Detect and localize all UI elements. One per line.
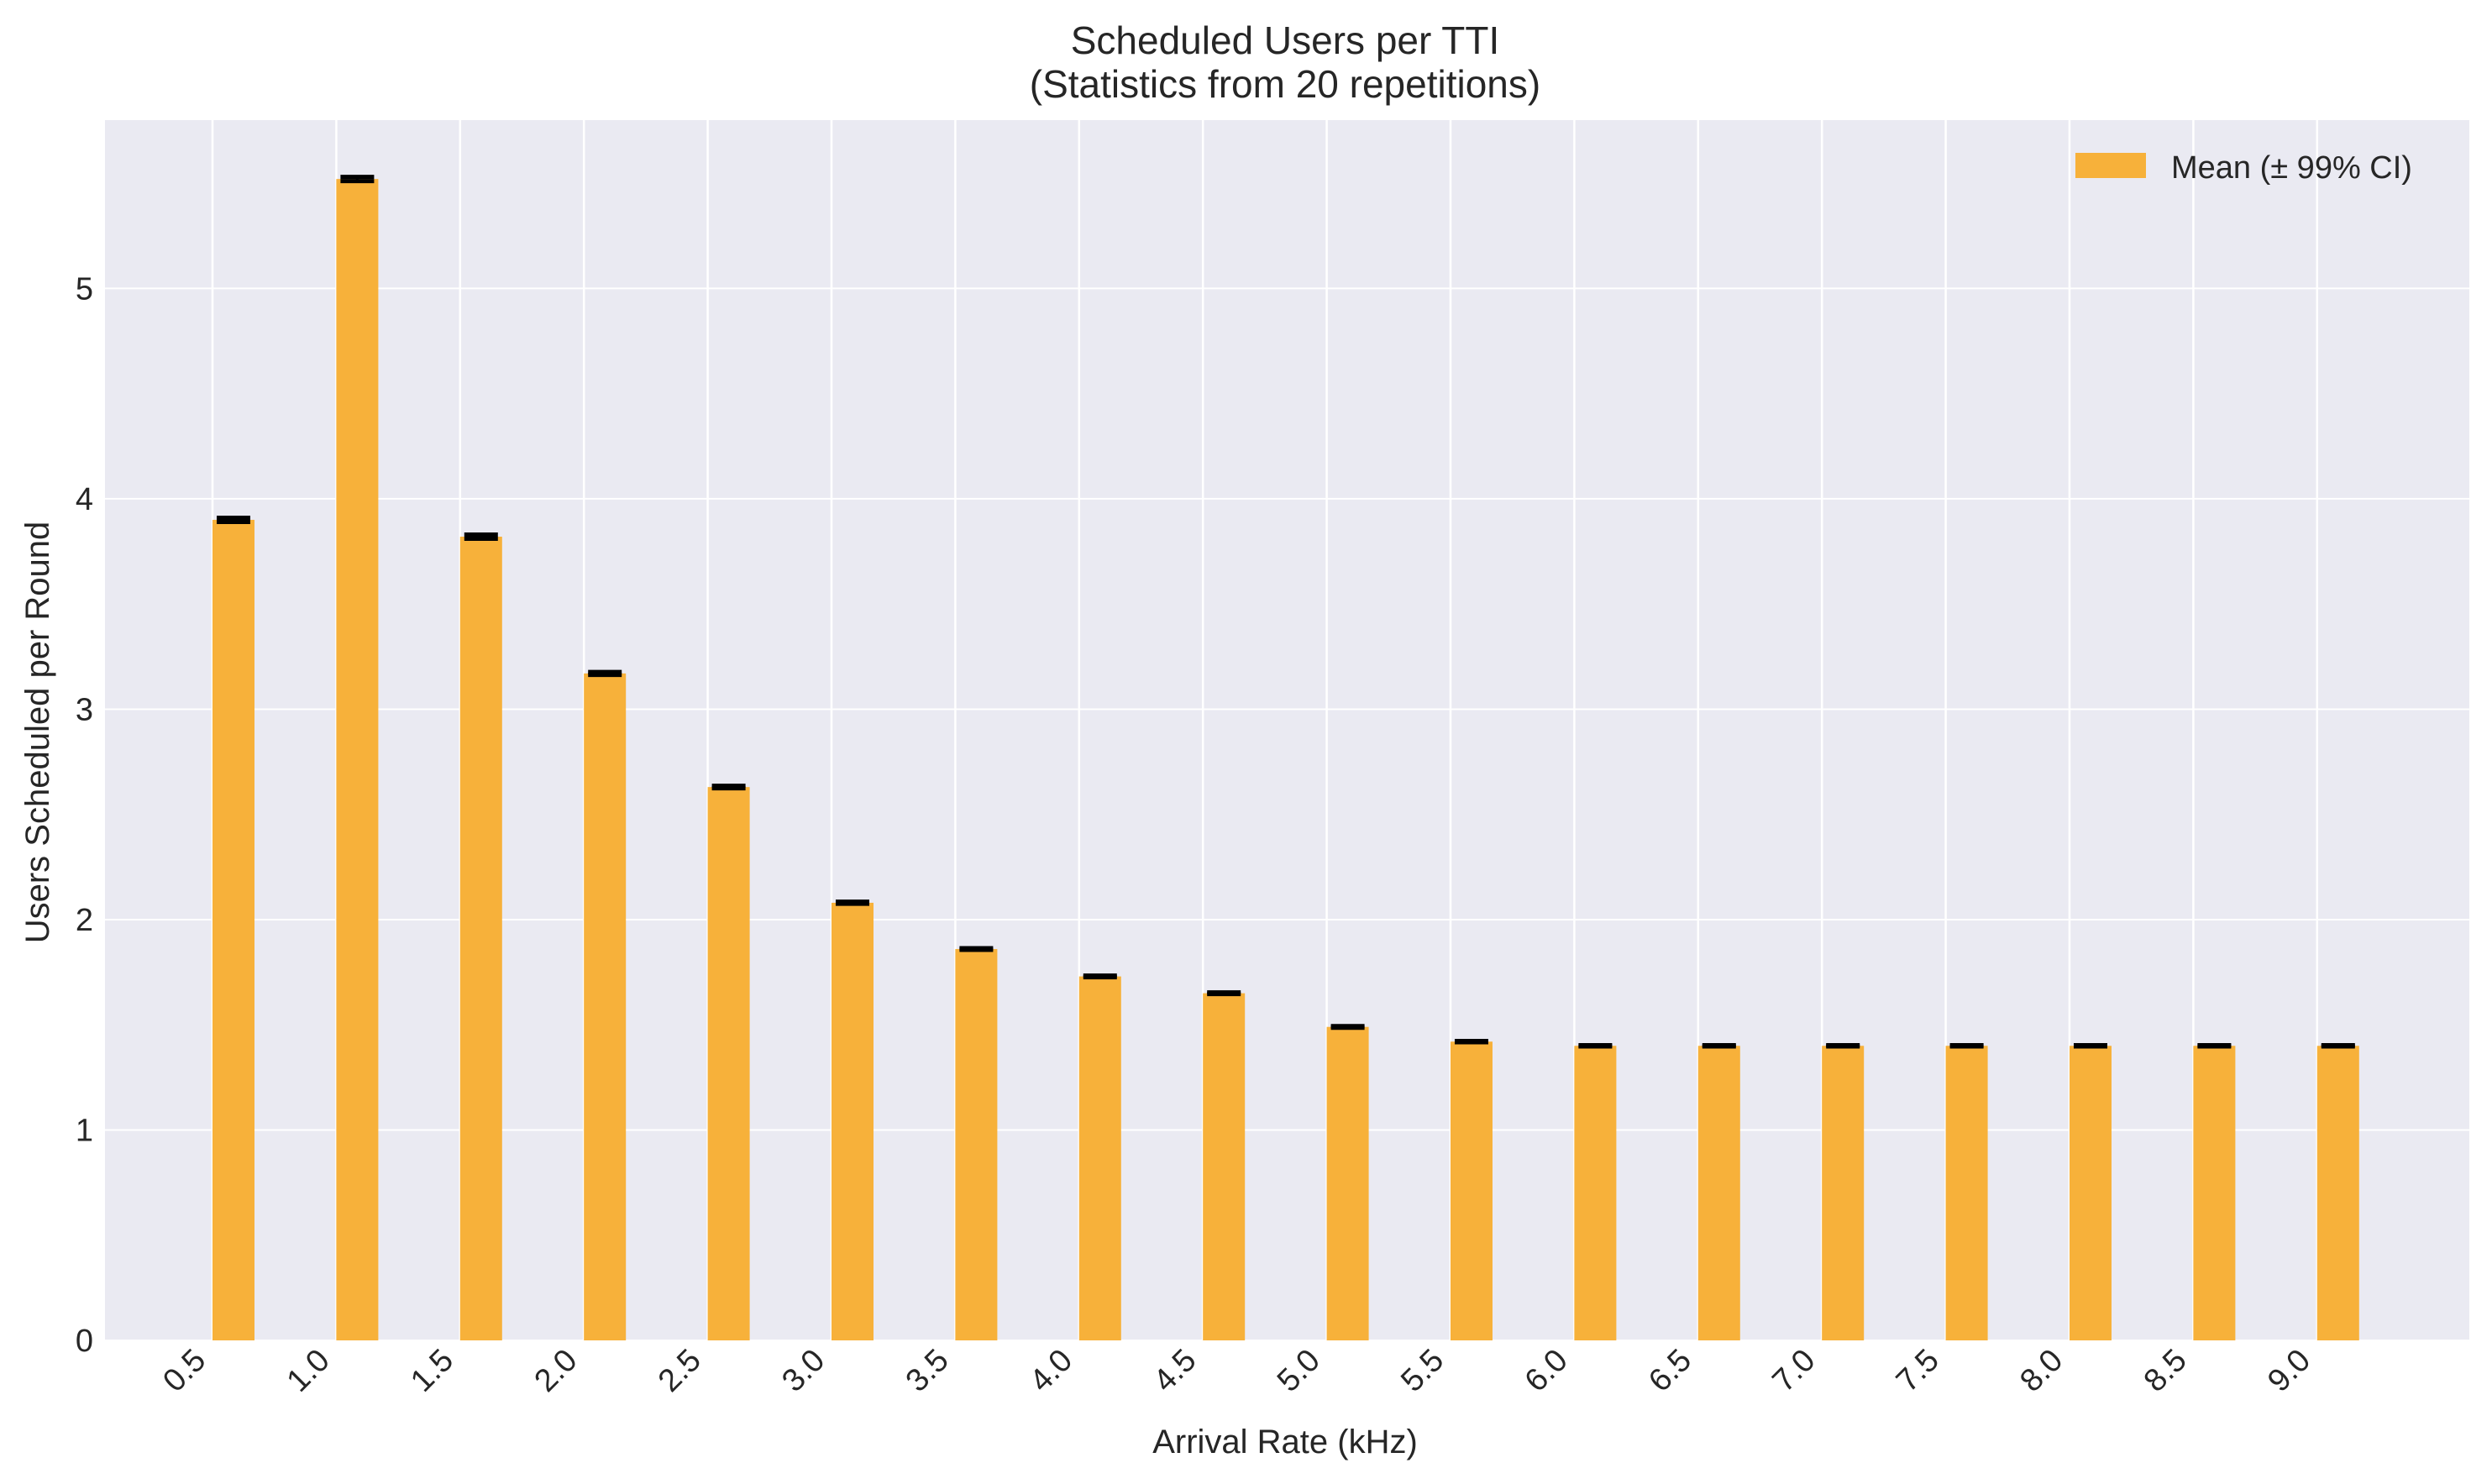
y-tick-labels: 0 1 2 3 4 5 [76, 271, 93, 1359]
bar [459, 537, 502, 1340]
x-tick-label: 7.0 [1766, 1343, 1823, 1399]
x-tick-label: 2.0 [528, 1343, 585, 1399]
error-bars [217, 175, 2355, 1049]
x-tick-label: 7.5 [1890, 1343, 1946, 1399]
bar [212, 519, 254, 1340]
x-tick-label: 4.0 [1023, 1343, 1079, 1399]
bar [832, 902, 874, 1340]
bar [1822, 1046, 1865, 1340]
bar [336, 179, 379, 1341]
bar-series [212, 179, 2359, 1341]
y-axis-label: Users Scheduled per Round [19, 522, 56, 944]
y-tick-label: 0 [76, 1324, 93, 1359]
legend: Mean (± 99% CI) [2075, 150, 2412, 186]
bar [1326, 1026, 1369, 1340]
x-tick-label: 5.0 [1271, 1343, 1327, 1399]
bar [2193, 1046, 2236, 1340]
bar [1574, 1046, 1617, 1340]
bar [2316, 1046, 2359, 1340]
x-tick-label: 9.0 [2261, 1343, 2317, 1399]
bar [1697, 1046, 1740, 1340]
bar [955, 949, 998, 1340]
x-tick-label: 6.0 [1519, 1343, 1575, 1399]
bar [1203, 993, 1246, 1340]
x-tick-label: 1.5 [404, 1343, 460, 1399]
y-tick-label: 5 [76, 271, 93, 307]
x-tick-label: 5.5 [1394, 1343, 1451, 1399]
x-tick-label: 1.0 [281, 1343, 337, 1399]
y-tick-label: 1 [76, 1113, 93, 1148]
bar [1078, 976, 1121, 1340]
y-tick-label: 3 [76, 692, 93, 727]
x-tick-label: 8.0 [2013, 1343, 2070, 1399]
x-tick-label: 6.5 [1642, 1343, 1698, 1399]
bar [1945, 1046, 1988, 1340]
x-axis-label: Arrival Rate (kHz) [1152, 1424, 1418, 1460]
x-tick-label: 4.5 [1147, 1343, 1204, 1399]
y-tick-label: 2 [76, 903, 93, 938]
bar [2070, 1046, 2112, 1340]
y-tick-label: 4 [76, 482, 93, 517]
x-tick-label: 2.5 [652, 1343, 708, 1399]
bar [707, 787, 750, 1340]
legend-label: Mean (± 99% CI) [2171, 150, 2412, 186]
x-tick-label: 8.5 [2138, 1343, 2194, 1399]
bar [1451, 1041, 1493, 1340]
x-tick-labels: 0.5 1.0 1.5 2.0 2.5 3.0 3.5 4.0 4.5 5.0 5.5 6.0 6.5 7… [156, 1343, 2317, 1399]
chart-subtitle: (Statistics from 20 repetitions) [1030, 62, 1540, 106]
x-tick-label: 3.5 [900, 1343, 956, 1399]
x-tick-label: 0.5 [156, 1343, 212, 1399]
x-tick-label: 3.0 [775, 1343, 832, 1399]
bar [584, 673, 627, 1340]
chart-title: Scheduled Users per TTI [1071, 18, 1500, 62]
legend-swatch [2075, 153, 2146, 178]
